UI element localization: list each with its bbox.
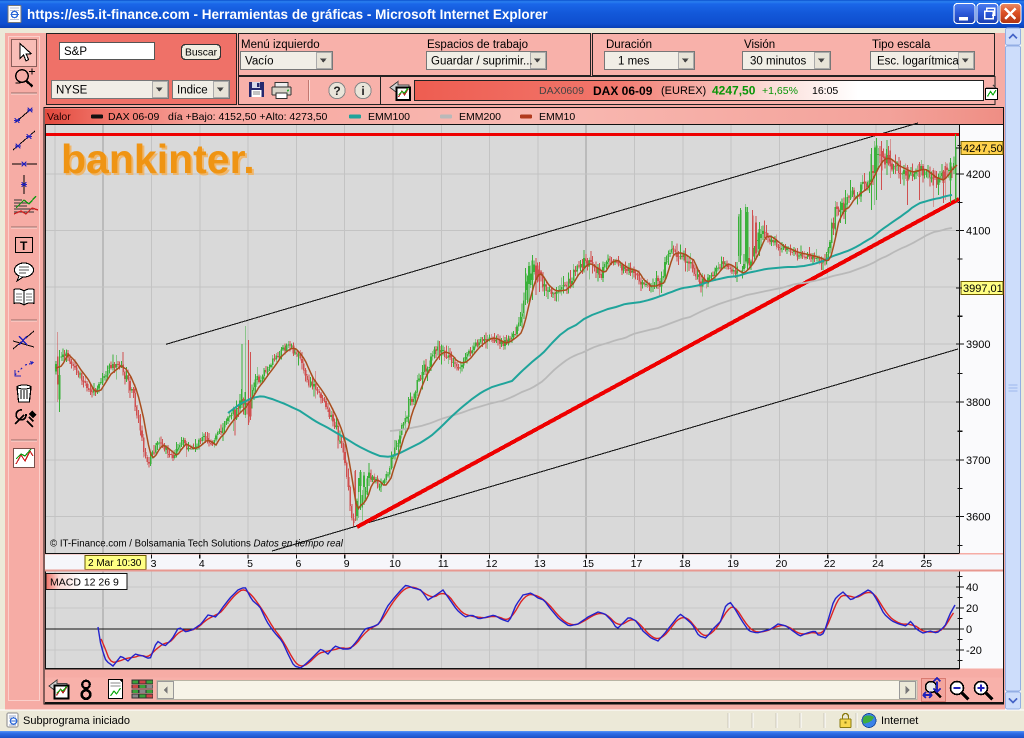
svg-text:19: 19 — [727, 558, 739, 570]
svg-text:EMM200: EMM200 — [459, 111, 501, 123]
svg-text:Subprograma iniciado: Subprograma iniciado — [23, 715, 130, 727]
svg-text:Duración: Duración — [606, 39, 652, 51]
svg-text:DAX 06-09: DAX 06-09 — [108, 111, 160, 123]
svg-text:9: 9 — [344, 558, 350, 570]
svg-text:17: 17 — [631, 558, 643, 570]
svg-text:Tipo escala: Tipo escala — [872, 39, 931, 51]
svg-text:20: 20 — [966, 603, 978, 615]
svg-text:Vacío: Vacío — [245, 56, 274, 68]
svg-text:18: 18 — [679, 558, 691, 570]
svg-text:+1,65%: +1,65% — [762, 85, 798, 97]
svg-text:20: 20 — [776, 558, 788, 570]
svg-text:16:05: 16:05 — [812, 85, 838, 97]
svg-text:© IT-Finance.com / Bolsamania: © IT-Finance.com / Bolsamania Tech Solut… — [50, 539, 344, 550]
svg-text:MACD 12 26 9: MACD 12 26 9 — [50, 577, 119, 589]
svg-text:4: 4 — [199, 558, 205, 570]
svg-text:3800: 3800 — [966, 397, 990, 409]
svg-text:0: 0 — [966, 624, 972, 636]
svg-text:11: 11 — [438, 558, 449, 570]
svg-text:bankinter.: bankinter. — [61, 136, 255, 182]
svg-text:i: i — [361, 84, 364, 98]
svg-text:4100: 4100 — [966, 226, 990, 238]
svg-text:Indice: Indice — [177, 85, 208, 97]
svg-text:Menú izquierdo: Menú izquierdo — [241, 39, 320, 51]
svg-text:https://es5.it-finance.com - H: https://es5.it-finance.com - Herramienta… — [27, 7, 548, 22]
svg-text:24: 24 — [872, 558, 884, 570]
svg-text:Guardar / suprimir...: Guardar / suprimir... — [431, 56, 533, 68]
svg-text:?: ? — [333, 84, 340, 98]
svg-text:3900: 3900 — [966, 339, 990, 351]
svg-text:2 Mar 10:30: 2 Mar 10:30 — [88, 558, 142, 569]
svg-text:12: 12 — [486, 558, 498, 570]
svg-text:10: 10 — [389, 558, 401, 570]
svg-text:25: 25 — [920, 558, 932, 570]
svg-text:3600: 3600 — [966, 512, 990, 524]
svg-text:6: 6 — [295, 558, 301, 570]
svg-text:Valor: Valor — [47, 111, 71, 123]
svg-text:5: 5 — [247, 558, 253, 570]
svg-text:Visión: Visión — [744, 39, 775, 51]
svg-text:Esc. logarítmica: Esc. logarítmica — [877, 56, 959, 68]
svg-text:30 minutos: 30 minutos — [750, 56, 807, 68]
svg-text:4200: 4200 — [966, 169, 990, 181]
svg-text:3: 3 — [151, 558, 157, 570]
svg-text:NYSE: NYSE — [56, 85, 88, 97]
svg-text:13: 13 — [534, 558, 546, 570]
svg-text:Buscar: Buscar — [185, 48, 218, 59]
svg-text:(EUREX): (EUREX) — [661, 85, 706, 97]
svg-text:día +Bajo: 4152,50 +Alto: 4273: día +Bajo: 4152,50 +Alto: 4273,50 — [168, 111, 328, 123]
svg-text:T: T — [20, 239, 28, 253]
svg-text:Internet: Internet — [881, 715, 918, 727]
svg-text:4247,50: 4247,50 — [712, 84, 756, 98]
svg-text:Espacios de trabajo: Espacios de trabajo — [427, 39, 528, 51]
svg-text:DAX0609: DAX0609 — [539, 85, 584, 97]
svg-text:3997,01: 3997,01 — [963, 283, 1003, 295]
svg-text:22: 22 — [824, 558, 836, 570]
svg-text:3700: 3700 — [966, 455, 990, 467]
svg-text:4247,50: 4247,50 — [963, 143, 1003, 155]
svg-text:bankinter.: bankinter. — [63, 138, 257, 184]
svg-text:15: 15 — [582, 558, 594, 570]
svg-text:-20: -20 — [966, 645, 982, 657]
svg-text:S&P: S&P — [64, 46, 87, 58]
svg-text:1 mes: 1 mes — [618, 56, 650, 68]
svg-text:DAX 06-09: DAX 06-09 — [593, 84, 653, 98]
svg-text:EMM10: EMM10 — [539, 111, 575, 123]
svg-text:EMM100: EMM100 — [368, 111, 410, 123]
svg-text:40: 40 — [966, 582, 978, 594]
